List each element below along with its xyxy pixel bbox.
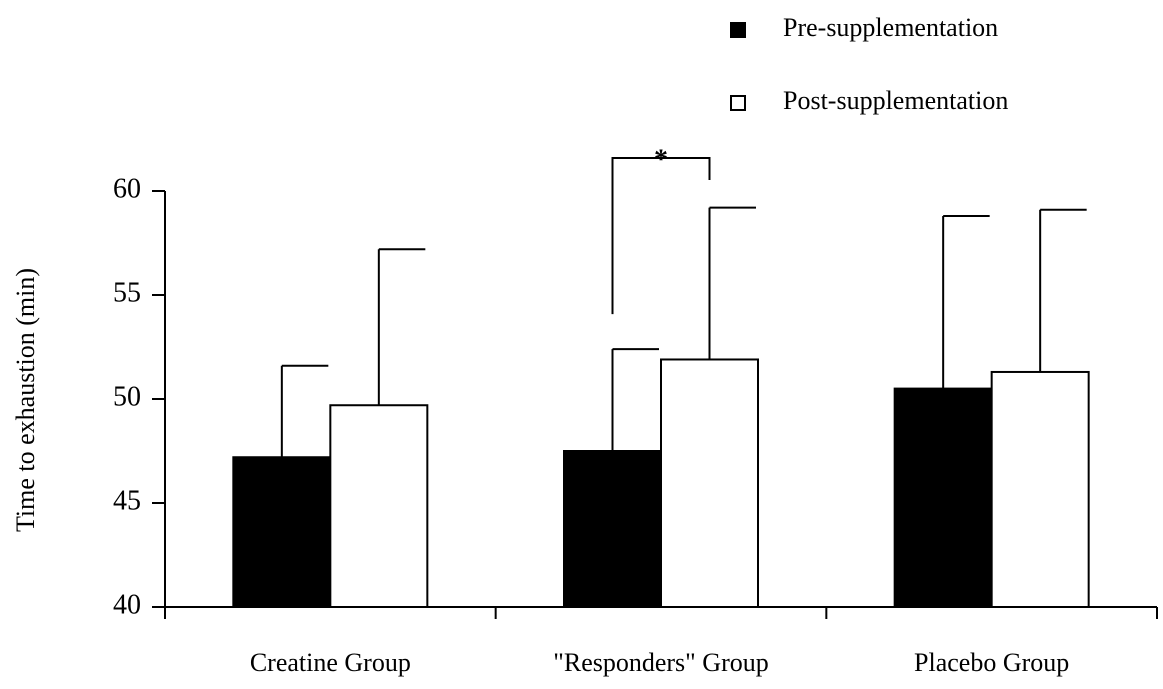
y-tick-label: 55: [113, 277, 141, 308]
x-tick-label: Creatine Group: [250, 648, 411, 677]
significance-label: *: [654, 144, 668, 175]
x-tick-label: "Responders" Group: [553, 648, 768, 677]
bar: [660, 358, 759, 609]
significance-bracket: [611, 157, 711, 315]
x-tick-label: Placebo Group: [914, 648, 1069, 677]
y-tick-label: 60: [113, 173, 141, 204]
y-tick-label: 50: [113, 381, 141, 412]
legend-label: Pre-supplementation: [783, 13, 998, 42]
bar: [232, 456, 332, 608]
bar: [563, 450, 662, 608]
bar: [893, 387, 993, 608]
y-axis-label: Time to exhaustion (min): [11, 268, 40, 532]
y-tick-label: 45: [113, 485, 141, 516]
legend-swatch: [730, 22, 746, 38]
y-tick-label: 40: [113, 589, 141, 620]
bar: [990, 370, 1090, 608]
bar: [329, 404, 429, 608]
legend-label: Post-supplementation: [783, 86, 1008, 115]
legend-swatch: [730, 95, 746, 111]
